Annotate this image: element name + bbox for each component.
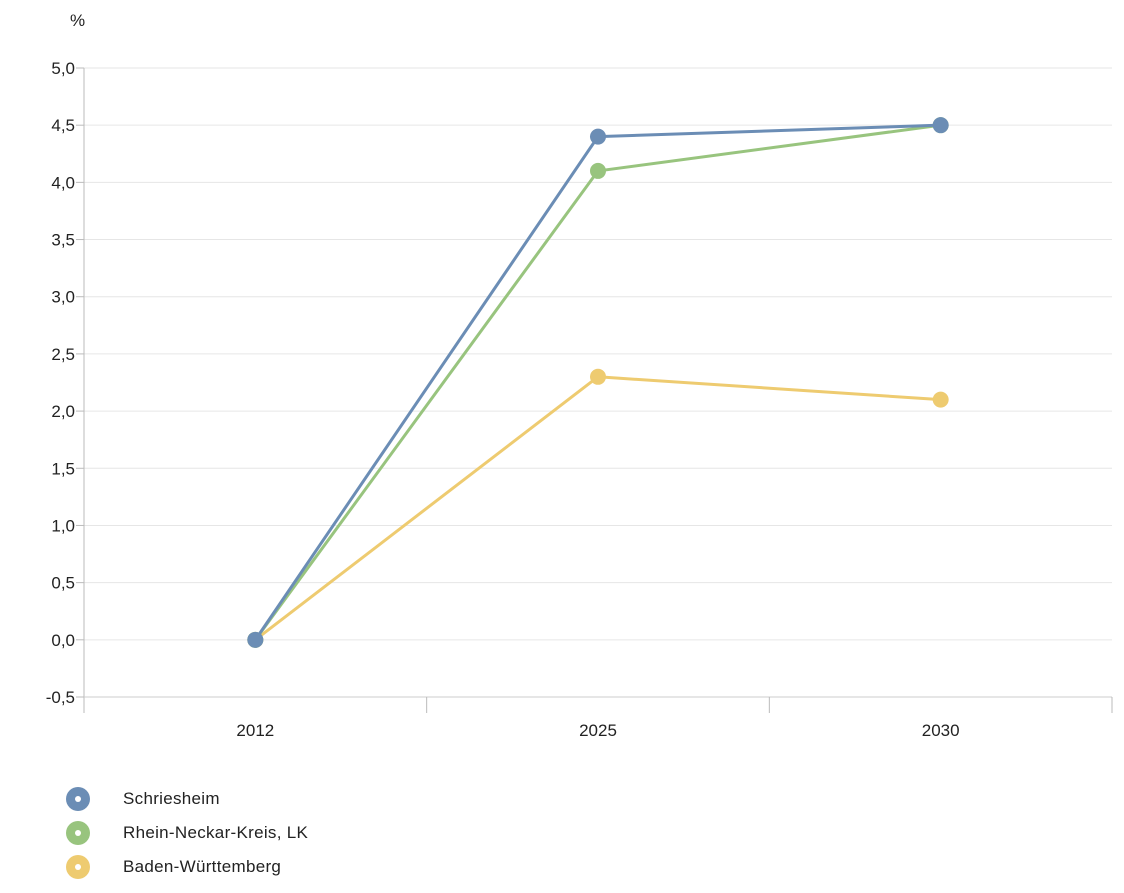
series-line — [254, 375, 941, 642]
y-tick-label: 4,0 — [51, 173, 75, 192]
data-point[interactable] — [932, 117, 949, 134]
series-lines — [247, 117, 949, 648]
legend-item[interactable]: Baden-Württemberg — [66, 850, 308, 884]
data-point[interactable] — [590, 162, 606, 179]
legend-item[interactable]: Rhein-Neckar-Kreis, LK — [66, 816, 308, 850]
y-tick-label: 2,5 — [51, 345, 75, 364]
y-tick-label: 4,5 — [51, 116, 75, 135]
data-point[interactable] — [932, 391, 949, 408]
data-point[interactable] — [590, 368, 606, 385]
y-tick-label: 3,0 — [51, 288, 75, 307]
legend-label: Baden-Württemberg — [123, 857, 282, 876]
line-chart: % 5,04,54,03,53,02,52,01,51,00,50,0-0,5 … — [46, 11, 1113, 740]
x-tick-label: 2025 — [579, 721, 617, 740]
y-tick-label: 1,5 — [51, 459, 75, 478]
y-axis-ticks: 5,0 4,5 4,0 3,5 3,0 2,5 2,0 1,5 1,0 0,5 0,0 -0,5 — [46, 59, 84, 707]
x-axis: 2012 2025 2030 — [83, 68, 1113, 740]
data-point[interactable] — [590, 128, 606, 145]
y-tick-label: 5,0 — [51, 59, 75, 78]
data-point[interactable] — [247, 631, 264, 648]
legend-marker-icon — [66, 855, 90, 879]
x-tick-label: 2030 — [922, 721, 960, 740]
series-schriesheim — [247, 117, 949, 648]
legend-label: Schriesheim — [123, 789, 220, 808]
x-tick-label: 2012 — [236, 721, 274, 740]
legend: Schriesheim Rhein-Neckar-Kreis, LK Baden-W… — [66, 782, 308, 884]
legend-marker-icon — [66, 821, 90, 845]
y-axis-unit-label: % — [70, 11, 85, 30]
y-tick-label: 2,0 — [51, 402, 75, 421]
legend-marker-icon — [66, 787, 90, 811]
y-tick-label: 1,0 — [51, 516, 75, 535]
y-tick-label: 0,0 — [51, 631, 75, 650]
y-tick-label: 0,5 — [51, 574, 75, 593]
legend-label: Rhein-Neckar-Kreis, LK — [123, 823, 309, 842]
y-tick-label: -0,5 — [46, 688, 75, 707]
legend-item[interactable]: Schriesheim — [66, 782, 308, 816]
y-tick-label: 3,5 — [51, 231, 75, 250]
